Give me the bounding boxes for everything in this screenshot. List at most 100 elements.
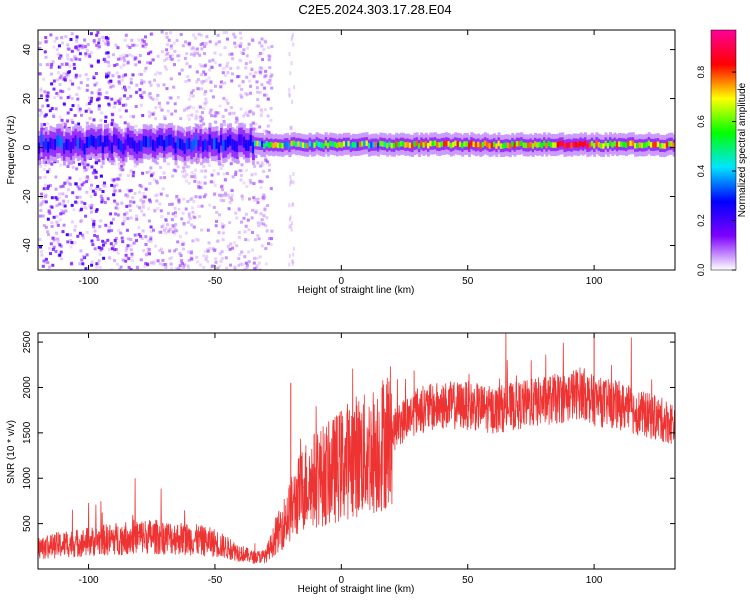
heatmap-cell <box>290 37 293 42</box>
heatmap-cell <box>138 54 142 57</box>
heatmap-cell <box>70 32 74 36</box>
heatmap-cell <box>161 223 165 227</box>
heatmap-cell <box>177 200 181 204</box>
heatmap-cell <box>261 141 264 147</box>
heatmap-cell <box>100 111 104 115</box>
heatmap-cell <box>248 91 252 95</box>
heatmap-cell <box>191 206 195 210</box>
heatmap-cell <box>85 190 89 194</box>
heatmap-cell <box>240 169 244 173</box>
heatmap-cell <box>206 140 210 152</box>
heatmap-cell <box>45 63 49 67</box>
heatmap-cell <box>204 72 207 76</box>
heatmap-cell <box>95 265 99 269</box>
heatmap-cell <box>205 255 209 259</box>
heatmap-cell <box>187 212 191 216</box>
heatmap-cell <box>109 85 113 89</box>
heatmap-cell <box>161 258 165 262</box>
heatmap-cell <box>55 204 59 208</box>
heatmap-cell <box>60 123 64 127</box>
heatmap-cell <box>167 211 170 215</box>
heatmap-cell <box>122 56 126 60</box>
heatmap-cell <box>290 140 294 147</box>
heatmap-cell <box>151 139 155 151</box>
heatmap-cell <box>84 214 88 218</box>
heatmap-cell <box>184 207 188 211</box>
heatmap-x-tick-label: -100 <box>79 276 99 287</box>
heatmap-cell <box>288 52 291 57</box>
heatmap-cell <box>199 115 203 119</box>
heatmap-cell <box>65 233 69 237</box>
heatmap-cell <box>506 142 510 149</box>
heatmap-cell <box>200 87 204 91</box>
heatmap-cell <box>218 193 221 197</box>
heatmap-cell <box>165 57 169 61</box>
snr-x-tick-label: -100 <box>79 575 99 586</box>
heatmap-cell <box>196 238 200 242</box>
heatmap-cell <box>144 187 148 191</box>
heatmap-cell <box>222 172 226 176</box>
heatmap-cell <box>213 114 216 118</box>
heatmap-cell <box>126 237 130 241</box>
heatmap-cell <box>168 227 172 231</box>
heatmap-cell <box>138 190 141 194</box>
heatmap-cell <box>243 255 247 259</box>
heatmap-cell <box>156 207 160 210</box>
heatmap-cell <box>133 164 137 168</box>
heatmap-cell <box>70 97 74 100</box>
heatmap-cell <box>390 142 394 149</box>
heatmap-cell <box>124 249 128 253</box>
heatmap-cell <box>71 165 75 169</box>
heatmap-cell <box>44 36 48 39</box>
heatmap-cell <box>210 265 214 268</box>
heatmap-cell <box>322 143 326 149</box>
heatmap-cell <box>365 140 369 146</box>
heatmap-cell <box>159 166 163 169</box>
heatmap-cell <box>110 247 114 251</box>
heatmap-cell <box>150 58 154 62</box>
heatmap-cell <box>158 71 162 75</box>
heatmap-cell <box>173 206 177 210</box>
heatmap-cell <box>195 70 199 74</box>
heatmap-cell <box>240 87 244 91</box>
heatmap-cell <box>254 238 257 242</box>
heatmap-cell <box>187 258 191 262</box>
heatmap-cell <box>221 225 225 229</box>
heatmap-cell <box>235 244 239 248</box>
heatmap-cell <box>260 37 264 41</box>
heatmap-cell <box>187 267 190 270</box>
heatmap-cell <box>118 101 122 105</box>
heatmap-cell <box>181 211 185 215</box>
heatmap-cell <box>119 140 123 152</box>
heatmap-cell <box>568 142 572 148</box>
heatmap-cell <box>62 102 66 106</box>
heatmap-cell <box>55 220 59 224</box>
heatmap-cell <box>83 256 87 260</box>
heatmap-cell <box>258 52 262 55</box>
heatmap-cell <box>42 77 46 81</box>
heatmap-cell <box>202 195 206 199</box>
heatmap-cell <box>55 36 59 40</box>
heatmap-cell <box>135 217 139 221</box>
heatmap-cell <box>71 104 75 108</box>
heatmap-cell <box>87 102 91 105</box>
snr-data-point <box>391 432 393 434</box>
heatmap-cell <box>103 181 106 185</box>
snr-y-tick-label: 2500 <box>22 331 33 354</box>
heatmap-cell <box>166 101 170 105</box>
heatmap-cell <box>103 184 107 188</box>
heatmap-cell <box>90 239 94 243</box>
heatmap-cell <box>117 75 121 79</box>
heatmap-cell <box>166 162 170 166</box>
heatmap-cell <box>255 80 259 84</box>
heatmap-cell <box>267 54 271 58</box>
heatmap-cell <box>225 266 229 270</box>
heatmap-cell <box>169 31 172 35</box>
heatmap-cell <box>182 222 186 225</box>
heatmap-cell <box>52 115 56 118</box>
heatmap-cell <box>290 227 293 232</box>
heatmap-cell <box>97 261 101 265</box>
heatmap-cell <box>413 141 417 147</box>
heatmap-cell <box>232 111 236 115</box>
snr-data-point <box>315 477 317 479</box>
